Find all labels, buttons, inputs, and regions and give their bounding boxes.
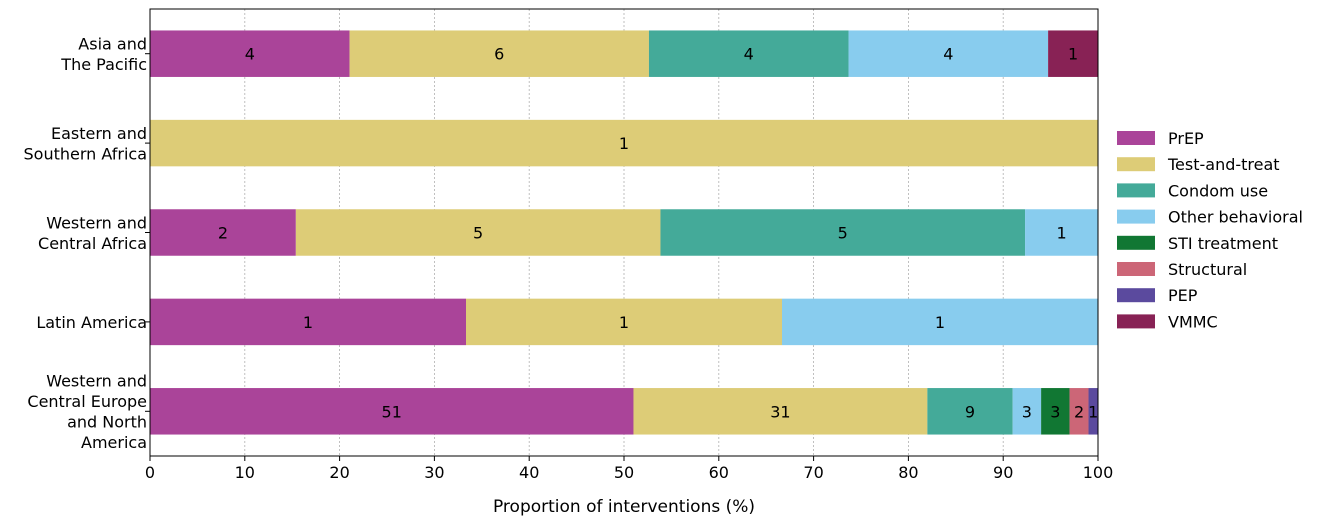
bar-segment	[848, 30, 1049, 77]
bar-count-label: 1	[935, 313, 945, 332]
x-tick-label: 100	[1083, 463, 1114, 482]
bar-count-label: 5	[838, 224, 848, 243]
x-tick-label: 20	[329, 463, 349, 482]
bar-segment	[295, 209, 661, 256]
bar-segment	[466, 298, 782, 346]
bar-count-label: 1	[619, 134, 629, 153]
category-label: Latin America	[36, 313, 147, 332]
bar-segment	[782, 298, 1098, 346]
bar-segment	[1088, 388, 1098, 435]
bar-segment	[648, 30, 849, 77]
bar-count-label: 1	[1088, 402, 1098, 421]
x-tick-label: 80	[898, 463, 918, 482]
legend-swatch	[1117, 209, 1155, 224]
bar-count-label: 6	[494, 45, 504, 64]
bar-count-label: 31	[770, 402, 790, 421]
legend-label: Structural	[1168, 260, 1247, 279]
category-label: Eastern and Southern Africa	[24, 124, 148, 164]
legend-label: Condom use	[1168, 181, 1268, 200]
bar-count-label: 1	[303, 313, 313, 332]
bar-count-label: 1	[1056, 224, 1066, 243]
legend-swatch	[1117, 157, 1155, 172]
bar-segment	[150, 388, 634, 435]
bar-count-label: 1	[619, 313, 629, 332]
x-tick-label: 70	[803, 463, 823, 482]
bar-count-label: 1	[1068, 45, 1078, 64]
x-axis-label: Proportion of interventions (%)	[493, 497, 755, 516]
legend-label: PrEP	[1168, 129, 1204, 148]
bar-count-label: 3	[1050, 402, 1060, 421]
bar-segment	[1048, 30, 1098, 77]
bar-segment	[1041, 388, 1070, 435]
bar-count-label: 4	[744, 45, 754, 64]
x-tick-label: 60	[709, 463, 729, 482]
bar-segment	[660, 209, 1026, 256]
category-label: Western and Central Africa	[38, 213, 147, 253]
legend-label: Other behavioral	[1168, 208, 1303, 227]
bar-count-label: 4	[245, 45, 255, 64]
bar-segment	[150, 298, 466, 346]
bar-segment	[1012, 388, 1042, 435]
bar-segment	[633, 388, 928, 435]
legend-label: STI treatment	[1168, 234, 1278, 253]
bar-count-label: 51	[382, 402, 402, 421]
bar-count-label: 5	[473, 224, 483, 243]
bar-segment	[1069, 388, 1089, 435]
legend: PrEP Test-and-treat Condom use Other behavi…	[1117, 129, 1303, 331]
bar-segment	[349, 30, 649, 77]
legend-swatch	[1117, 183, 1155, 198]
legend-label: PEP	[1168, 286, 1198, 305]
bar-count-label: 4	[943, 45, 953, 64]
legend-swatch	[1117, 235, 1155, 250]
x-tick-label: 90	[993, 463, 1013, 482]
legend-swatch	[1117, 262, 1155, 276]
bar-count-label: 2	[218, 224, 228, 243]
bars: 4 6 4 4 112 5 5 11 1 151 31 9 3 3 2 1	[150, 30, 1098, 435]
bar-count-label: 2	[1074, 402, 1084, 421]
legend-swatch	[1117, 314, 1155, 329]
legend-swatch	[1117, 131, 1155, 145]
bar-count-label: 3	[1022, 402, 1032, 421]
bar-segment	[1025, 209, 1098, 256]
legend-label: VMMC	[1168, 312, 1218, 331]
x-axis-ticks: 0 10 20 30 40 50 60 70 80 90 100	[145, 456, 1113, 482]
bar-segment	[150, 209, 296, 256]
x-tick-label: 0	[145, 463, 155, 482]
x-tick-label: 50	[614, 463, 634, 482]
category-label: Western and Central Europe and North Americ…	[27, 372, 147, 453]
bar-segment	[150, 30, 350, 77]
y-axis-categories: Asia and The Pacific Eastern and Southern A…	[24, 34, 150, 453]
x-tick-label: 40	[519, 463, 539, 482]
bar-segment	[927, 388, 1013, 435]
legend-swatch	[1117, 288, 1155, 303]
x-tick-label: 10	[235, 463, 255, 482]
legend-label: Test-and-treat	[1167, 155, 1280, 174]
category-label: Asia and The Pacific	[60, 34, 147, 73]
bar-count-label: 9	[965, 402, 975, 421]
bar-segment	[150, 119, 1098, 167]
x-tick-label: 30	[424, 463, 444, 482]
